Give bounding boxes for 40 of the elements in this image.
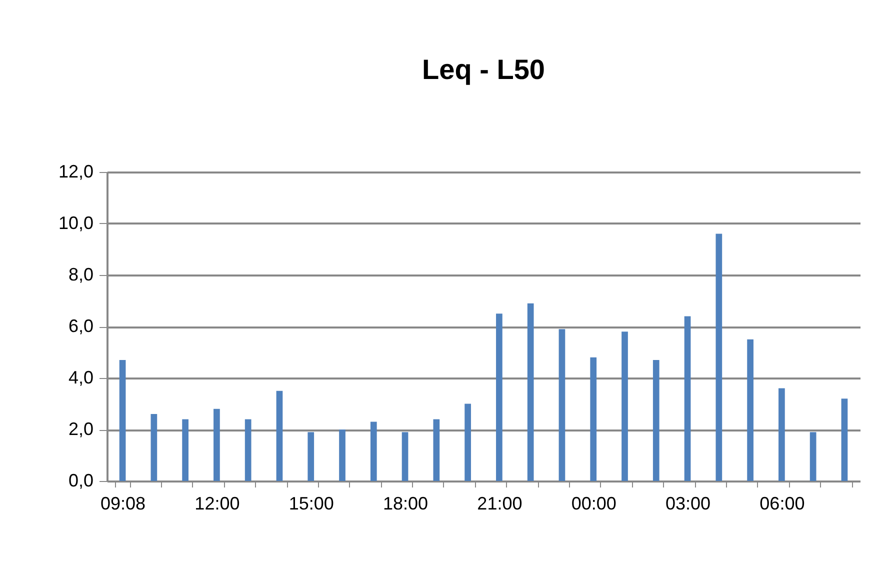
x-tick-label: 12:00 (194, 494, 240, 514)
x-tick-label: 06:00 (760, 494, 805, 514)
x-tick-label: 09:08 (100, 494, 146, 514)
chart-title: Leq - L50 (422, 54, 545, 85)
bar (119, 360, 126, 481)
y-tick-label: 0,0 (68, 470, 94, 490)
bar (810, 432, 816, 481)
bar (652, 360, 660, 481)
y-tick-label: 2,0 (68, 419, 94, 439)
bar (716, 234, 722, 481)
bar (276, 390, 283, 481)
x-tick-label: 15:00 (288, 494, 334, 514)
bar (527, 303, 534, 481)
bar (244, 419, 252, 481)
bar (684, 316, 691, 481)
y-tick-label: 12,0 (58, 162, 94, 182)
bar (841, 398, 848, 481)
bar (558, 329, 566, 481)
bar (182, 419, 188, 481)
y-tick-label: 10,0 (58, 213, 94, 233)
y-tick-label: 6,0 (68, 316, 94, 336)
bar (433, 419, 440, 481)
bar (339, 430, 346, 481)
bar (747, 339, 754, 481)
y-tick-label: 4,0 (68, 368, 94, 388)
bar (496, 314, 502, 481)
bar (464, 404, 471, 481)
x-tick-label: 00:00 (571, 494, 616, 514)
y-tick-label: 8,0 (68, 264, 94, 284)
bar (622, 332, 628, 481)
bar (214, 408, 220, 481)
x-tick-label: 18:00 (383, 494, 428, 514)
bar (590, 357, 597, 481)
bar (370, 422, 377, 481)
x-tick-label: 03:00 (666, 494, 711, 514)
bar (308, 432, 314, 481)
x-tick-label: 21:00 (477, 494, 522, 514)
bar (778, 388, 785, 481)
bar (402, 432, 408, 481)
bar (150, 414, 158, 481)
